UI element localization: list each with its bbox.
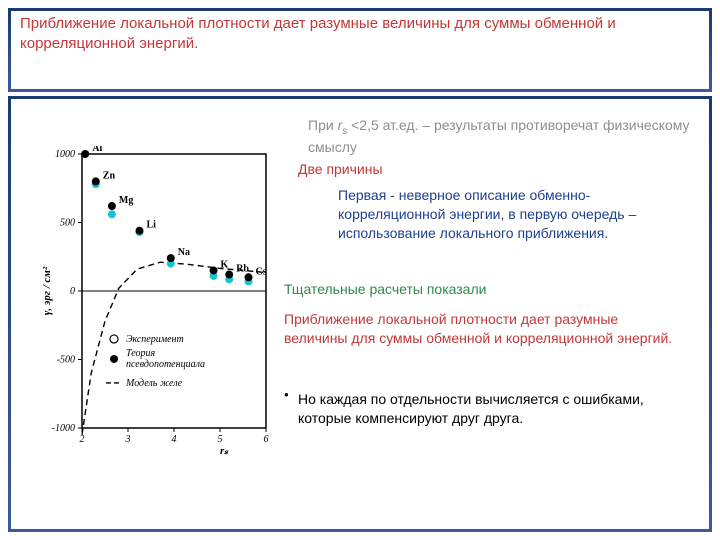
svg-text:Rb: Rb	[236, 264, 249, 275]
svg-text:1000: 1000	[55, 149, 75, 160]
svg-text:Al: Al	[92, 146, 102, 154]
svg-text:4: 4	[172, 434, 177, 445]
bullet: ●	[284, 390, 289, 401]
svg-text:Mg: Mg	[119, 195, 133, 206]
svg-text:0: 0	[70, 286, 75, 297]
svg-text:Модель желе: Модель желе	[125, 378, 183, 389]
annot-line1: При rs <2,5 ат.ед. – результаты противор…	[308, 116, 700, 157]
svg-text:-500: -500	[57, 355, 75, 366]
svg-text:-1000: -1000	[52, 423, 75, 434]
annot-line4: Тщательные расчеты показали	[284, 280, 486, 299]
annot-line6: Но каждая по отдельности вычисляется с о…	[298, 390, 690, 428]
svg-text:5: 5	[218, 434, 223, 445]
annot-line5: Приближение локальной плотности дает раз…	[284, 310, 680, 348]
svg-text:rₛ: rₛ	[220, 445, 229, 456]
chart-svg: -1000 -500 0 500 1000 2 3 4 5 6 rₛ γ, эрг / см² Al Zn…	[38, 146, 278, 456]
annot-line3: Первая - неверное описание обменно-корре…	[338, 186, 690, 243]
svg-text:Na: Na	[178, 247, 190, 258]
svg-text:K: K	[221, 259, 229, 270]
svg-text:2: 2	[80, 434, 85, 445]
chart: -1000 -500 0 500 1000 2 3 4 5 6 rₛ γ, эрг / см² Al Zn…	[38, 146, 278, 456]
svg-text:6: 6	[264, 434, 269, 445]
svg-text:500: 500	[60, 218, 75, 229]
svg-text:3: 3	[125, 434, 131, 445]
svg-text:Li: Li	[147, 220, 157, 231]
svg-text:γ, эрг / см²: γ, эрг / см²	[41, 266, 53, 315]
svg-text:Эксперимент: Эксперимент	[126, 334, 184, 345]
l1b: <2,5 ат.ед. – результаты противоречат фи…	[308, 117, 690, 155]
svg-text:Теория: Теория	[126, 348, 156, 359]
svg-text:псевдопотенциала: псевдопотенциала	[126, 359, 205, 370]
svg-text:Cs: Cs	[256, 266, 267, 277]
svg-text:Zn: Zn	[103, 170, 116, 181]
annot-line2: Две причины	[298, 160, 383, 179]
header-text: Приближение локальной плотности дает раз…	[20, 14, 700, 55]
l1a: При	[308, 117, 338, 133]
